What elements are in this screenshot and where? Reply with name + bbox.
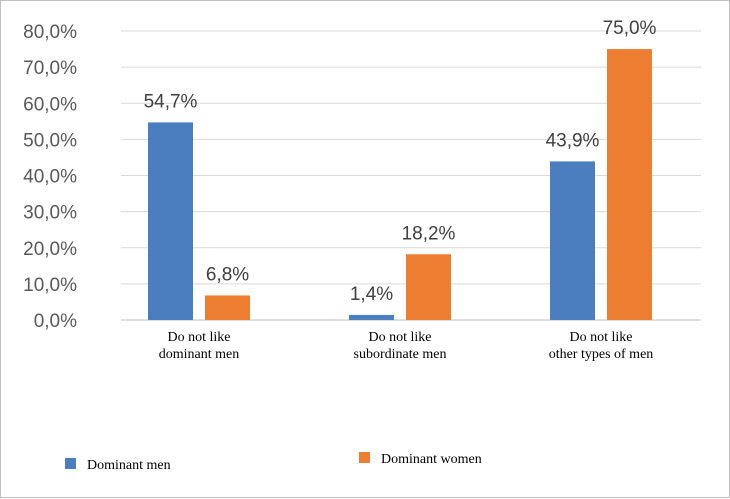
bar-dominant-men <box>349 314 394 320</box>
gridlines <box>121 30 701 321</box>
data-label: 1,4% <box>350 284 393 305</box>
category-label: Do not like <box>570 330 633 345</box>
bar-dominant-men <box>550 161 595 320</box>
legend-label: Dominant women <box>381 452 482 467</box>
bars <box>148 49 652 321</box>
legend-swatch <box>359 452 370 463</box>
category-label: other types of men <box>549 347 654 362</box>
y-tick-label: 50,0% <box>23 130 77 151</box>
y-tick-label: 0,0% <box>34 311 77 332</box>
category-label: dominant men <box>159 347 240 362</box>
y-tick-label: 30,0% <box>23 203 77 224</box>
y-tick-label: 70,0% <box>23 58 77 79</box>
y-tick-label: 10,0% <box>23 275 77 296</box>
bar-dominant-women <box>406 254 451 320</box>
category-labels: Do not like dominant men Do not like subord… <box>159 330 654 362</box>
category-label: Do not like <box>168 330 231 345</box>
data-label: 43,9% <box>546 130 600 151</box>
data-labels: 54,7% 1,4% 43,9% 6,8% 18,2% 75,0% <box>144 18 657 305</box>
legend: Dominant men Dominant women <box>65 452 482 473</box>
bar-dominant-women <box>205 295 250 320</box>
legend-swatch <box>65 458 76 469</box>
y-tick-label: 40,0% <box>23 167 77 188</box>
y-tick-label: 60,0% <box>23 94 77 115</box>
y-tick-label: 80,0% <box>23 22 77 43</box>
category-label: Do not like <box>369 330 432 345</box>
category-label: subordinate men <box>354 347 447 362</box>
data-label: 75,0% <box>603 18 657 39</box>
bar-dominant-women <box>607 49 652 320</box>
data-label: 54,7% <box>144 91 198 112</box>
y-tick-label: 20,0% <box>23 239 77 260</box>
data-label: 18,2% <box>402 223 456 244</box>
bar-dominant-men <box>148 122 193 321</box>
y-axis-ticks: 0,0% 10,0% 20,0% 30,0% 40,0% 50,0% 60,0% 70,0% 8… <box>23 22 77 332</box>
data-label: 6,8% <box>206 264 249 285</box>
legend-label: Dominant men <box>87 458 171 473</box>
